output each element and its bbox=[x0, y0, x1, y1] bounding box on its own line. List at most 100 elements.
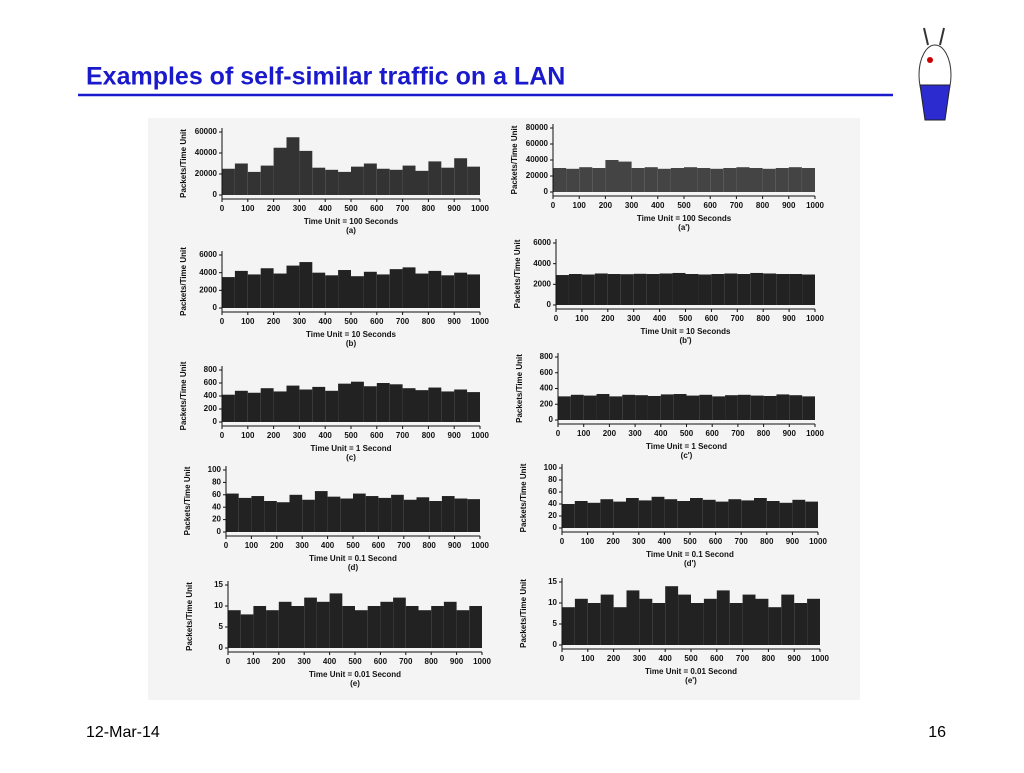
bar bbox=[737, 274, 751, 305]
bar bbox=[312, 167, 326, 195]
x-tick-label: 600 bbox=[372, 541, 386, 550]
x-tick-label: 0 bbox=[224, 541, 229, 550]
bar bbox=[657, 168, 671, 192]
bar bbox=[600, 594, 614, 645]
x-tick-label: 600 bbox=[374, 657, 388, 666]
bar bbox=[314, 491, 328, 532]
x-tick-label: 0 bbox=[556, 429, 561, 438]
bar bbox=[327, 496, 341, 532]
bar bbox=[776, 394, 790, 420]
x-tick-label: 700 bbox=[736, 654, 750, 663]
bar bbox=[289, 494, 303, 532]
bar bbox=[664, 499, 678, 528]
bar bbox=[380, 601, 394, 648]
x-tick-label: 0 bbox=[554, 314, 559, 323]
x-tick-label: 100 bbox=[245, 541, 259, 550]
x-tick-label: 700 bbox=[731, 314, 745, 323]
bar bbox=[574, 501, 588, 528]
x-tick-label: 700 bbox=[735, 537, 749, 546]
x-tick-label: 400 bbox=[653, 314, 667, 323]
bar bbox=[652, 603, 666, 645]
x-tick-label: 300 bbox=[633, 654, 647, 663]
rabbit-logo bbox=[918, 27, 952, 121]
bar bbox=[644, 167, 658, 192]
y-tick-label: 0 bbox=[553, 640, 558, 649]
y-axis-label: Packets/Time Unit bbox=[179, 129, 188, 198]
y-axis-label: Packets/Time Unit bbox=[179, 361, 188, 430]
x-tick-label: 300 bbox=[293, 431, 307, 440]
panel-caption: (c') bbox=[681, 451, 693, 460]
bar bbox=[376, 168, 390, 195]
bar bbox=[247, 392, 261, 422]
x-tick-label: 200 bbox=[270, 541, 284, 550]
bar bbox=[805, 501, 818, 528]
x-tick-label: 700 bbox=[730, 201, 744, 210]
y-tick-label: 800 bbox=[204, 365, 218, 374]
bar bbox=[736, 167, 750, 192]
x-tick-label: 1000 bbox=[471, 204, 489, 213]
bar bbox=[253, 606, 267, 648]
bar bbox=[325, 275, 339, 308]
x-tick-label: 1000 bbox=[811, 654, 829, 663]
bar bbox=[716, 590, 730, 645]
x-tick-label: 200 bbox=[607, 654, 621, 663]
bar bbox=[596, 394, 610, 420]
bar bbox=[789, 395, 803, 420]
x-tick-label: 400 bbox=[321, 541, 335, 550]
x-tick-label: 700 bbox=[396, 431, 410, 440]
panel-caption: (a) bbox=[346, 226, 356, 235]
bar bbox=[685, 274, 699, 305]
bar bbox=[781, 594, 795, 645]
y-tick-label: 10 bbox=[548, 598, 557, 607]
bar bbox=[365, 496, 379, 532]
x-tick-label: 100 bbox=[581, 654, 595, 663]
x-tick-label: 400 bbox=[651, 201, 665, 210]
bar bbox=[568, 274, 582, 305]
bar bbox=[607, 274, 621, 305]
bar bbox=[286, 385, 300, 422]
bar bbox=[441, 275, 455, 308]
bar bbox=[415, 170, 429, 195]
bar bbox=[338, 383, 351, 422]
bar bbox=[355, 610, 368, 648]
x-tick-label: 300 bbox=[625, 201, 639, 210]
bar bbox=[651, 496, 665, 528]
slide-title: Examples of self-similar traffic on a LA… bbox=[86, 63, 565, 91]
chart: 0 2000 4000 6000 0 100 200 300 400 500 600 700 800 90… bbox=[179, 247, 489, 348]
y-tick-label: 0 bbox=[219, 643, 224, 652]
bar bbox=[260, 165, 274, 195]
bar bbox=[378, 497, 392, 532]
y-axis-label: Packets/Time Unit bbox=[515, 354, 524, 423]
x-tick-label: 500 bbox=[684, 654, 698, 663]
bar bbox=[415, 390, 429, 422]
bar bbox=[402, 267, 416, 308]
x-axis-label: Time Unit = 10 Seconds bbox=[306, 330, 396, 339]
bar bbox=[570, 394, 584, 420]
y-tick-label: 200 bbox=[540, 399, 554, 408]
y-tick-label: 80000 bbox=[526, 123, 549, 132]
bar bbox=[594, 273, 608, 305]
bar bbox=[763, 395, 777, 420]
bar bbox=[579, 167, 593, 192]
x-tick-label: 500 bbox=[346, 541, 360, 550]
y-tick-label: 5 bbox=[219, 622, 224, 631]
x-axis-label: Time Unit = 0.01 Second bbox=[645, 667, 737, 676]
y-tick-label: 200 bbox=[204, 404, 218, 413]
bar bbox=[428, 161, 442, 195]
y-tick-label: 800 bbox=[540, 352, 554, 361]
x-tick-label: 800 bbox=[422, 317, 436, 326]
bar bbox=[631, 168, 645, 192]
bar bbox=[749, 168, 763, 192]
bar bbox=[647, 395, 661, 420]
bar bbox=[665, 586, 679, 645]
x-tick-label: 700 bbox=[399, 657, 413, 666]
bar bbox=[418, 610, 432, 648]
bar bbox=[222, 277, 235, 308]
bar bbox=[428, 387, 442, 422]
bar bbox=[467, 499, 480, 532]
bar bbox=[389, 269, 403, 308]
y-tick-label: 0 bbox=[217, 527, 222, 536]
bar bbox=[351, 381, 364, 422]
bar bbox=[626, 590, 640, 645]
y-tick-label: 0 bbox=[549, 415, 554, 424]
